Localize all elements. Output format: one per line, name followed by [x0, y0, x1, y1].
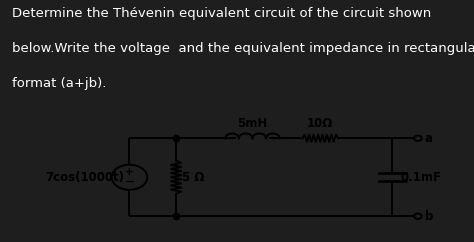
Text: 7cos(1000t): 7cos(1000t): [46, 171, 124, 184]
Text: 5mH: 5mH: [237, 117, 268, 130]
Text: 5 Ω: 5 Ω: [182, 171, 205, 184]
Text: below.Write the voltage  and the equivalent impedance in rectangular: below.Write the voltage and the equivale…: [12, 42, 474, 55]
Text: Determine the Thévenin equivalent circuit of the circuit shown: Determine the Thévenin equivalent circui…: [12, 7, 431, 20]
Text: +: +: [125, 167, 134, 177]
Text: 0.1mF: 0.1mF: [400, 171, 441, 184]
Text: a: a: [425, 132, 433, 145]
Text: −: −: [124, 176, 135, 189]
Text: 10Ω: 10Ω: [307, 117, 334, 130]
Text: format (a+jb).: format (a+jb).: [12, 77, 106, 91]
Text: b: b: [425, 210, 433, 223]
